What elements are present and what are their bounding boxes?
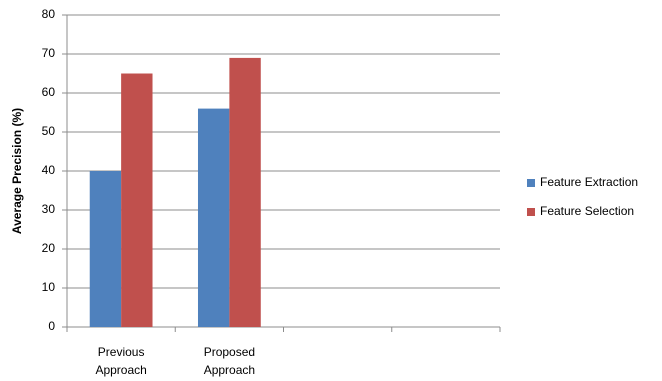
x-tick-label: Previous Approach (95, 345, 146, 377)
y-tick-label: 0 (48, 319, 55, 333)
y-tick-label: 40 (42, 163, 56, 177)
x-tick-label-line: Approach (204, 363, 255, 377)
y-tick-label: 80 (42, 7, 56, 21)
y-tick-label: 20 (42, 241, 56, 255)
legend-swatch (527, 179, 535, 187)
bar (197, 108, 230, 327)
legend-swatch (527, 208, 535, 216)
bar (89, 171, 122, 327)
y-tick-label: 30 (42, 202, 56, 216)
x-tick-label-line: Approach (95, 363, 146, 377)
legend-label: Feature Extraction (540, 175, 638, 189)
y-axis-label: Average Precision (%) (10, 108, 24, 234)
x-tick-label-line: Proposed (204, 345, 255, 359)
legend-label: Feature Selection (540, 204, 634, 218)
y-tick-label: 10 (42, 280, 56, 294)
bar (229, 57, 261, 328)
y-tick-label: 60 (42, 85, 56, 99)
x-tick-label-line: Previous (98, 345, 145, 359)
y-tick-label: 50 (42, 124, 56, 138)
x-tick-label: Proposed Approach (204, 345, 255, 377)
y-tick-label: 70 (42, 46, 56, 60)
bar (121, 73, 153, 327)
